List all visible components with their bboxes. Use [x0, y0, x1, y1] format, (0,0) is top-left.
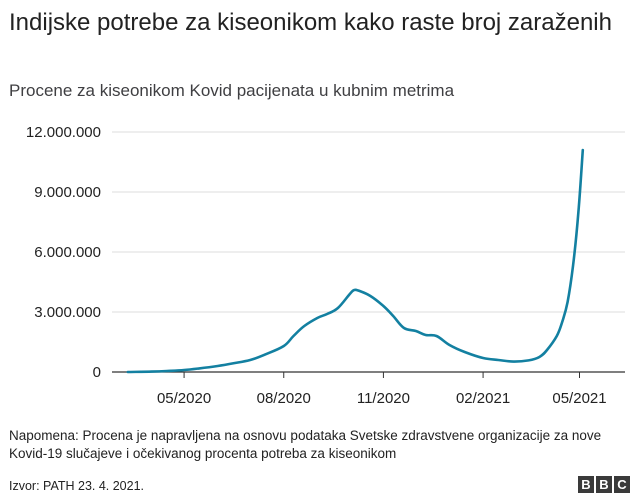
- x-tick-label: 08/2020: [257, 390, 311, 407]
- chart-title: Indijske potrebe za kiseonikom kako rast…: [9, 9, 612, 36]
- y-tick-label: 3.000.000: [34, 304, 101, 321]
- bbc-logo-letter: B: [596, 476, 612, 493]
- chart-subtitle: Procene za kiseonikom Kovid pacijenata u…: [9, 81, 455, 100]
- gridlines: [112, 131, 625, 373]
- y-tick-label: 0: [93, 364, 101, 381]
- series-layer: [126, 148, 585, 374]
- chart-source: Izvor: PATH 23. 4. 2021.: [9, 479, 145, 493]
- y-axis-tick-labels: 0 3.000.000 6.000.000 9.000.000 12.000.000: [26, 124, 101, 381]
- y-tick-label: 6.000.000: [34, 244, 101, 261]
- series-line: [126, 148, 585, 374]
- chart-note: Napomena: Procena je napravljena na osno…: [9, 428, 602, 461]
- bbc-logo: B B C: [578, 476, 630, 493]
- x-tick-label: 05/2020: [157, 390, 211, 407]
- line-chart: 0 3.000.000 6.000.000 9.000.000 12.000.000 0…: [26, 124, 625, 407]
- x-tick-label: 11/2020: [357, 390, 410, 407]
- x-tick-label: 02/2021: [456, 390, 510, 407]
- y-tick-label: 12.000.000: [26, 124, 101, 141]
- bbc-logo-letter: C: [614, 476, 630, 493]
- bbc-logo-letter: B: [578, 476, 594, 493]
- x-axis-ticks: 05/2020 08/2020 11/2020 02/2021 05/2021: [157, 372, 607, 407]
- x-tick-label: 05/2021: [552, 390, 606, 407]
- y-tick-label: 9.000.000: [34, 184, 101, 201]
